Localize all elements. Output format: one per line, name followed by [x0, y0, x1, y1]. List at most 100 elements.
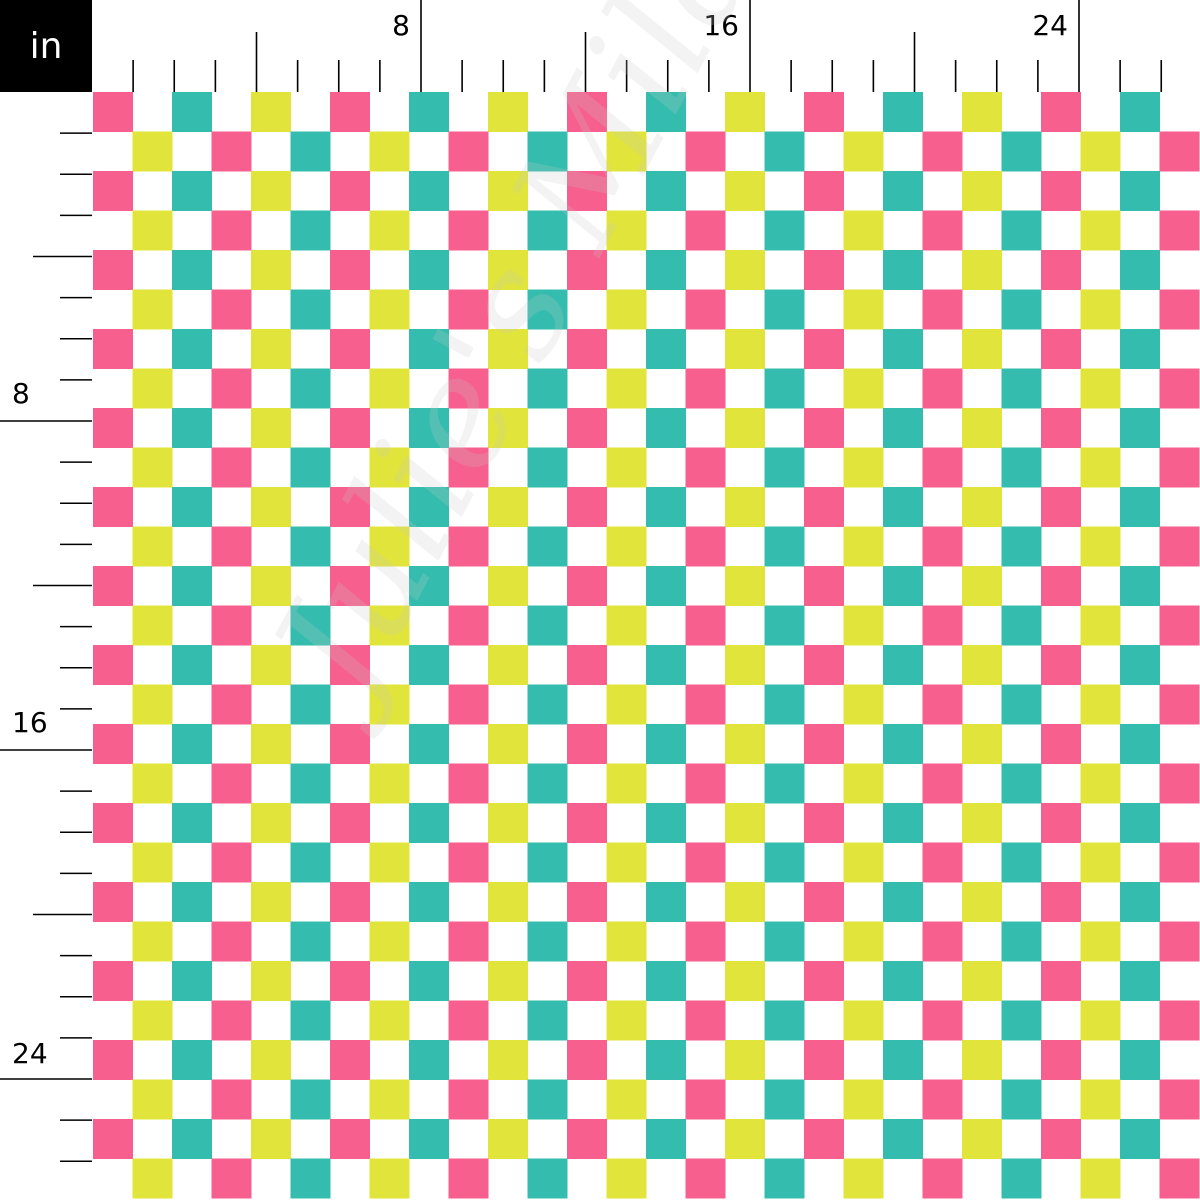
- checker-square-teal: [1120, 961, 1160, 1001]
- checker-square-pink: [211, 1079, 252, 1120]
- checker-square-teal: [1120, 487, 1160, 527]
- checker-square-teal: [409, 566, 449, 606]
- checker-square-pink: [685, 1000, 726, 1041]
- checker-square-teal: [646, 961, 686, 1001]
- checker-square-teal: [883, 1119, 923, 1159]
- checker-square-pink: [93, 1119, 133, 1159]
- checker-square-teal: [409, 329, 449, 369]
- checker-square-yellow: [1080, 921, 1121, 962]
- checker-square-teal: [883, 171, 923, 211]
- checker-square-teal: [409, 803, 449, 843]
- checker-square-pink: [211, 289, 252, 330]
- checker-square-pink: [804, 882, 844, 922]
- checker-square-teal: [409, 1119, 449, 1159]
- checker-square-pink: [211, 368, 252, 409]
- checker-square-pink: [1041, 882, 1081, 922]
- checker-square-teal: [1001, 921, 1042, 962]
- checker-square-pink: [448, 605, 489, 646]
- checker-square-pink: [922, 684, 963, 725]
- checker-square-teal: [409, 408, 449, 448]
- checker-square-teal: [172, 882, 212, 922]
- checker-square-pink: [448, 526, 489, 567]
- checker-square-pink: [567, 961, 607, 1001]
- checker-square-pink: [1041, 408, 1081, 448]
- checker-square-teal: [527, 1000, 568, 1041]
- checker-square-pink: [922, 1079, 963, 1120]
- checker-square-pink: [804, 329, 844, 369]
- checker-square-yellow: [843, 368, 884, 409]
- checker-square-pink: [330, 961, 370, 1001]
- checker-square-yellow: [369, 1079, 410, 1120]
- checker-square-teal: [883, 961, 923, 1001]
- checker-square-yellow: [843, 210, 884, 251]
- checker-square-teal: [646, 408, 686, 448]
- checker-square-yellow: [962, 566, 1002, 606]
- checker-square-teal: [883, 1040, 923, 1080]
- checker-square-pink: [567, 645, 607, 685]
- checker-square-yellow: [843, 763, 884, 804]
- checker-square-teal: [1120, 882, 1160, 922]
- checker-square-teal: [1001, 447, 1042, 488]
- checker-square-pink: [1041, 1040, 1081, 1080]
- top-ruler-label-16: 16: [703, 9, 739, 42]
- checker-square-yellow: [488, 645, 528, 685]
- checker-square-pink: [685, 131, 726, 172]
- checker-square-yellow: [488, 171, 528, 211]
- checker-square-pink: [93, 92, 133, 132]
- checker-square-pink: [1159, 1079, 1200, 1120]
- checker-square-teal: [527, 763, 568, 804]
- checker-square-yellow: [488, 1040, 528, 1080]
- checker-square-teal: [172, 171, 212, 211]
- checker-square-pink: [685, 368, 726, 409]
- checker-square-pink: [211, 921, 252, 962]
- checker-square-teal: [290, 289, 331, 330]
- checker-square-pink: [1159, 763, 1200, 804]
- checker-square-pink: [448, 131, 489, 172]
- checker-square-teal: [290, 368, 331, 409]
- checker-square-yellow: [725, 487, 765, 527]
- checker-square-yellow: [1080, 289, 1121, 330]
- checker-square-yellow: [369, 684, 410, 725]
- checker-square-pink: [567, 250, 607, 290]
- checker-square-pink: [1159, 526, 1200, 567]
- checker-square-pink: [211, 842, 252, 883]
- checker-square-yellow: [132, 1158, 173, 1199]
- checker-square-teal: [527, 210, 568, 251]
- checker-square-teal: [1001, 763, 1042, 804]
- checker-square-pink: [567, 566, 607, 606]
- checker-square-teal: [883, 566, 923, 606]
- checker-square-teal: [646, 92, 686, 132]
- checker-square-teal: [409, 250, 449, 290]
- checker-square-pink: [685, 763, 726, 804]
- checker-square-pink: [804, 1119, 844, 1159]
- checker-square-pink: [448, 842, 489, 883]
- checker-square-pink: [448, 684, 489, 725]
- checker-square-yellow: [132, 1000, 173, 1041]
- checker-square-yellow: [843, 605, 884, 646]
- checker-square-teal: [1001, 1158, 1042, 1199]
- checker-square-pink: [922, 842, 963, 883]
- checker-square-pink: [93, 487, 133, 527]
- checker-square-yellow: [132, 289, 173, 330]
- checker-square-yellow: [369, 1000, 410, 1041]
- checker-square-pink: [330, 92, 370, 132]
- checker-square-teal: [527, 842, 568, 883]
- checker-square-yellow: [843, 289, 884, 330]
- checker-square-yellow: [725, 171, 765, 211]
- checker-square-yellow: [962, 487, 1002, 527]
- checker-square-pink: [330, 1040, 370, 1080]
- checker-square-teal: [409, 961, 449, 1001]
- checker-square-teal: [764, 447, 805, 488]
- checker-square-yellow: [1080, 842, 1121, 883]
- checker-square-teal: [527, 289, 568, 330]
- checker-square-pink: [804, 250, 844, 290]
- checker-square-pink: [804, 961, 844, 1001]
- checker-square-teal: [883, 882, 923, 922]
- checker-square-yellow: [251, 487, 291, 527]
- checker-square-pink: [93, 408, 133, 448]
- checker-square-teal: [1120, 171, 1160, 211]
- checker-square-teal: [172, 92, 212, 132]
- checker-square-teal: [290, 763, 331, 804]
- checker-square-yellow: [1080, 447, 1121, 488]
